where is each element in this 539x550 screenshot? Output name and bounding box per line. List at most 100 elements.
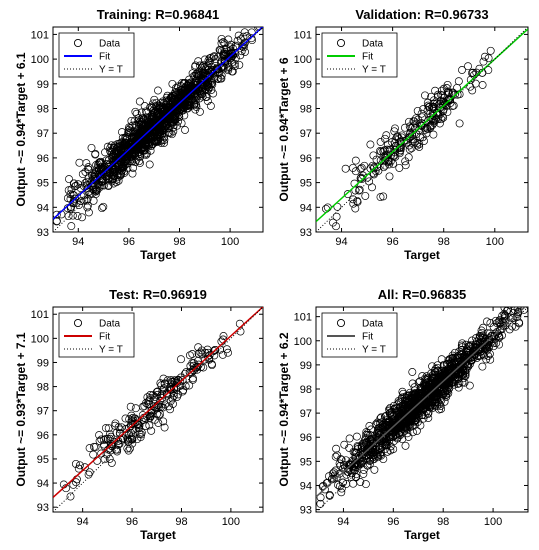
- data-point: [184, 102, 193, 110]
- data-point: [356, 478, 365, 486]
- data-point: [410, 117, 419, 126]
- data-point: [332, 212, 341, 221]
- data-point: [369, 151, 378, 160]
- data-point: [357, 175, 366, 184]
- data-point: [96, 171, 105, 180]
- data-point: [118, 163, 127, 172]
- data-point: [222, 345, 231, 354]
- x-tick-label: 98: [437, 516, 449, 528]
- data-point: [156, 410, 165, 419]
- data-point: [150, 109, 159, 118]
- data-point: [383, 145, 392, 154]
- y-tick-label: 96: [300, 153, 312, 165]
- data-point: [484, 54, 493, 63]
- data-point: [337, 455, 346, 464]
- data-point: [67, 222, 76, 231]
- data-point: [465, 381, 474, 390]
- data-point: [189, 72, 198, 80]
- y-tick-label: 101: [294, 29, 312, 41]
- data-point: [328, 469, 337, 478]
- data-point: [382, 131, 391, 140]
- data-point: [418, 113, 427, 122]
- legend-marker-data: [73, 318, 83, 328]
- data-point: [131, 158, 140, 167]
- fit-line: [53, 27, 263, 220]
- data-point: [84, 163, 93, 172]
- data-point: [489, 342, 498, 351]
- regression-panel-3: 94 96 98 100 93 94 95 96 97 98 99 100 101 Test: R=0.9…: [14, 287, 264, 542]
- data-point: [117, 423, 126, 432]
- data-point: [138, 114, 147, 123]
- data-point: [384, 150, 392, 159]
- data-point: [356, 165, 365, 173]
- data-point: [154, 418, 163, 427]
- data-point: [381, 422, 390, 431]
- data-point: [421, 374, 429, 383]
- y-tick-label: 101: [31, 29, 49, 41]
- data-point: [178, 99, 186, 107]
- data-point: [195, 94, 204, 103]
- x-tick-label: 94: [337, 516, 349, 528]
- data-point: [120, 161, 129, 170]
- data-point: [75, 201, 83, 209]
- data-point: [87, 143, 96, 152]
- data-point: [346, 461, 355, 470]
- chart-title: All: R=0.96835: [378, 287, 467, 302]
- x-tick-label: 94: [72, 236, 84, 248]
- data-point: [65, 175, 73, 184]
- data-point: [427, 380, 436, 389]
- data-point: [349, 479, 358, 488]
- data-point: [212, 65, 221, 74]
- data-point: [343, 190, 352, 199]
- data-point: [366, 456, 375, 465]
- data-point: [464, 354, 473, 363]
- data-point: [130, 116, 139, 125]
- data-point: [391, 152, 400, 161]
- data-point: [247, 34, 256, 43]
- data-point: [169, 97, 177, 106]
- data-point: [477, 326, 486, 335]
- y-tick-label: 100: [294, 336, 312, 348]
- regression-panel-2: 94 96 98 100 93 94 95 96 97 98 99 100 101 Validation:…: [277, 7, 529, 262]
- data-point: [442, 390, 451, 399]
- data-point: [167, 385, 176, 394]
- data-point: [222, 44, 231, 53]
- data-point: [101, 424, 110, 433]
- data-point: [358, 450, 367, 459]
- data-point: [88, 171, 97, 180]
- data-point: [114, 176, 123, 185]
- data-point: [382, 427, 391, 436]
- data-point: [233, 36, 242, 45]
- legend-label: Fit: [362, 52, 373, 63]
- data-points: [316, 307, 528, 508]
- data-point: [124, 446, 133, 455]
- data-point: [379, 192, 388, 201]
- data-point: [477, 328, 486, 337]
- data-point: [166, 405, 175, 414]
- data-point: [186, 361, 195, 370]
- data-point: [391, 404, 400, 413]
- data-point: [416, 377, 425, 386]
- data-point: [152, 138, 161, 146]
- data-point: [332, 444, 341, 453]
- data-point: [379, 163, 388, 172]
- data-point: [228, 67, 237, 76]
- data-point: [136, 129, 145, 138]
- data-point: [397, 133, 406, 142]
- data-point: [390, 138, 399, 147]
- data-point: [123, 163, 132, 172]
- data-point: [217, 71, 226, 80]
- data-point: [443, 80, 452, 89]
- data-point: [185, 351, 194, 360]
- data-point: [155, 402, 164, 411]
- x-tick-label: 96: [387, 236, 399, 248]
- legend-label: Y = T: [99, 65, 123, 76]
- data-point: [53, 210, 61, 219]
- data-point: [445, 89, 454, 98]
- y-tick-label: 93: [300, 227, 312, 239]
- data-point: [163, 391, 171, 400]
- data-point: [66, 492, 75, 501]
- y-tick-label: 99: [300, 360, 312, 372]
- data-point: [345, 443, 354, 452]
- y-tick-label: 93: [37, 502, 49, 514]
